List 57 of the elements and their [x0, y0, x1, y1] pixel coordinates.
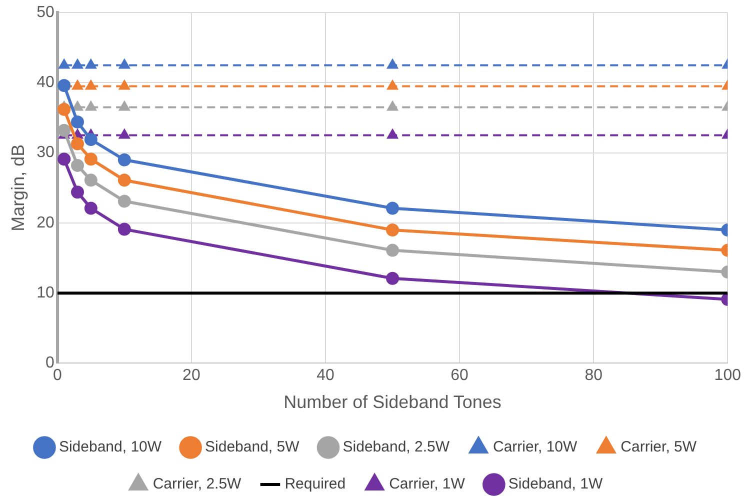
point — [71, 158, 84, 172]
point — [386, 223, 400, 236]
y-tick-label: 10 — [36, 284, 54, 302]
point — [387, 101, 398, 111]
point — [58, 124, 71, 137]
point — [84, 174, 98, 187]
point — [72, 101, 83, 111]
point — [118, 174, 131, 187]
point — [58, 152, 71, 166]
point — [58, 59, 70, 69]
x-tick-label: 60 — [450, 367, 469, 384]
point — [119, 59, 130, 69]
point — [72, 80, 83, 90]
point — [72, 59, 83, 69]
x-tick-label: 100 — [714, 367, 742, 384]
legend-label: Sideband, 1W — [508, 476, 604, 493]
point — [119, 129, 130, 139]
y-tick-label: 0 — [45, 354, 54, 372]
point — [387, 80, 398, 90]
x-tick-label: 20 — [182, 367, 200, 384]
y-axis-title: Margin, dB — [8, 144, 28, 232]
point — [71, 186, 84, 199]
x-tick-label: 40 — [316, 367, 334, 384]
legend-label: Sideband, 10W — [58, 438, 162, 456]
point — [386, 244, 400, 257]
point — [86, 59, 96, 69]
legend-label: Carrier, 1W — [389, 476, 466, 493]
point — [387, 59, 398, 69]
y-tick-label: 20 — [36, 214, 54, 232]
legend-label: Carrier, 5W — [620, 438, 698, 456]
point — [58, 102, 71, 116]
point — [118, 222, 131, 236]
point — [118, 194, 131, 208]
point — [84, 202, 98, 215]
point — [119, 101, 130, 111]
point — [387, 129, 398, 139]
point — [84, 152, 98, 166]
y-tick-label: 30 — [36, 144, 54, 162]
point — [86, 101, 96, 111]
legend-label: Sideband, 5W — [205, 438, 300, 456]
x-axis-title: Number of Sideband Tones — [284, 392, 502, 412]
point — [118, 153, 131, 166]
point — [58, 79, 71, 92]
legend-label: Carrier, 2.5W — [152, 476, 242, 493]
point — [119, 80, 130, 90]
point — [71, 137, 84, 150]
x-tick-label: 80 — [584, 367, 603, 384]
point — [84, 133, 98, 146]
y-tick-label: 40 — [36, 74, 54, 92]
y-tick-label: 50 — [36, 4, 54, 22]
point — [71, 115, 84, 128]
legend-label: Carrier, 10W — [493, 438, 578, 456]
legend-label: Required — [284, 476, 346, 493]
point — [386, 202, 400, 215]
legend-label: Sideband, 2.5W — [342, 438, 450, 456]
point — [386, 272, 400, 285]
point — [86, 80, 96, 90]
